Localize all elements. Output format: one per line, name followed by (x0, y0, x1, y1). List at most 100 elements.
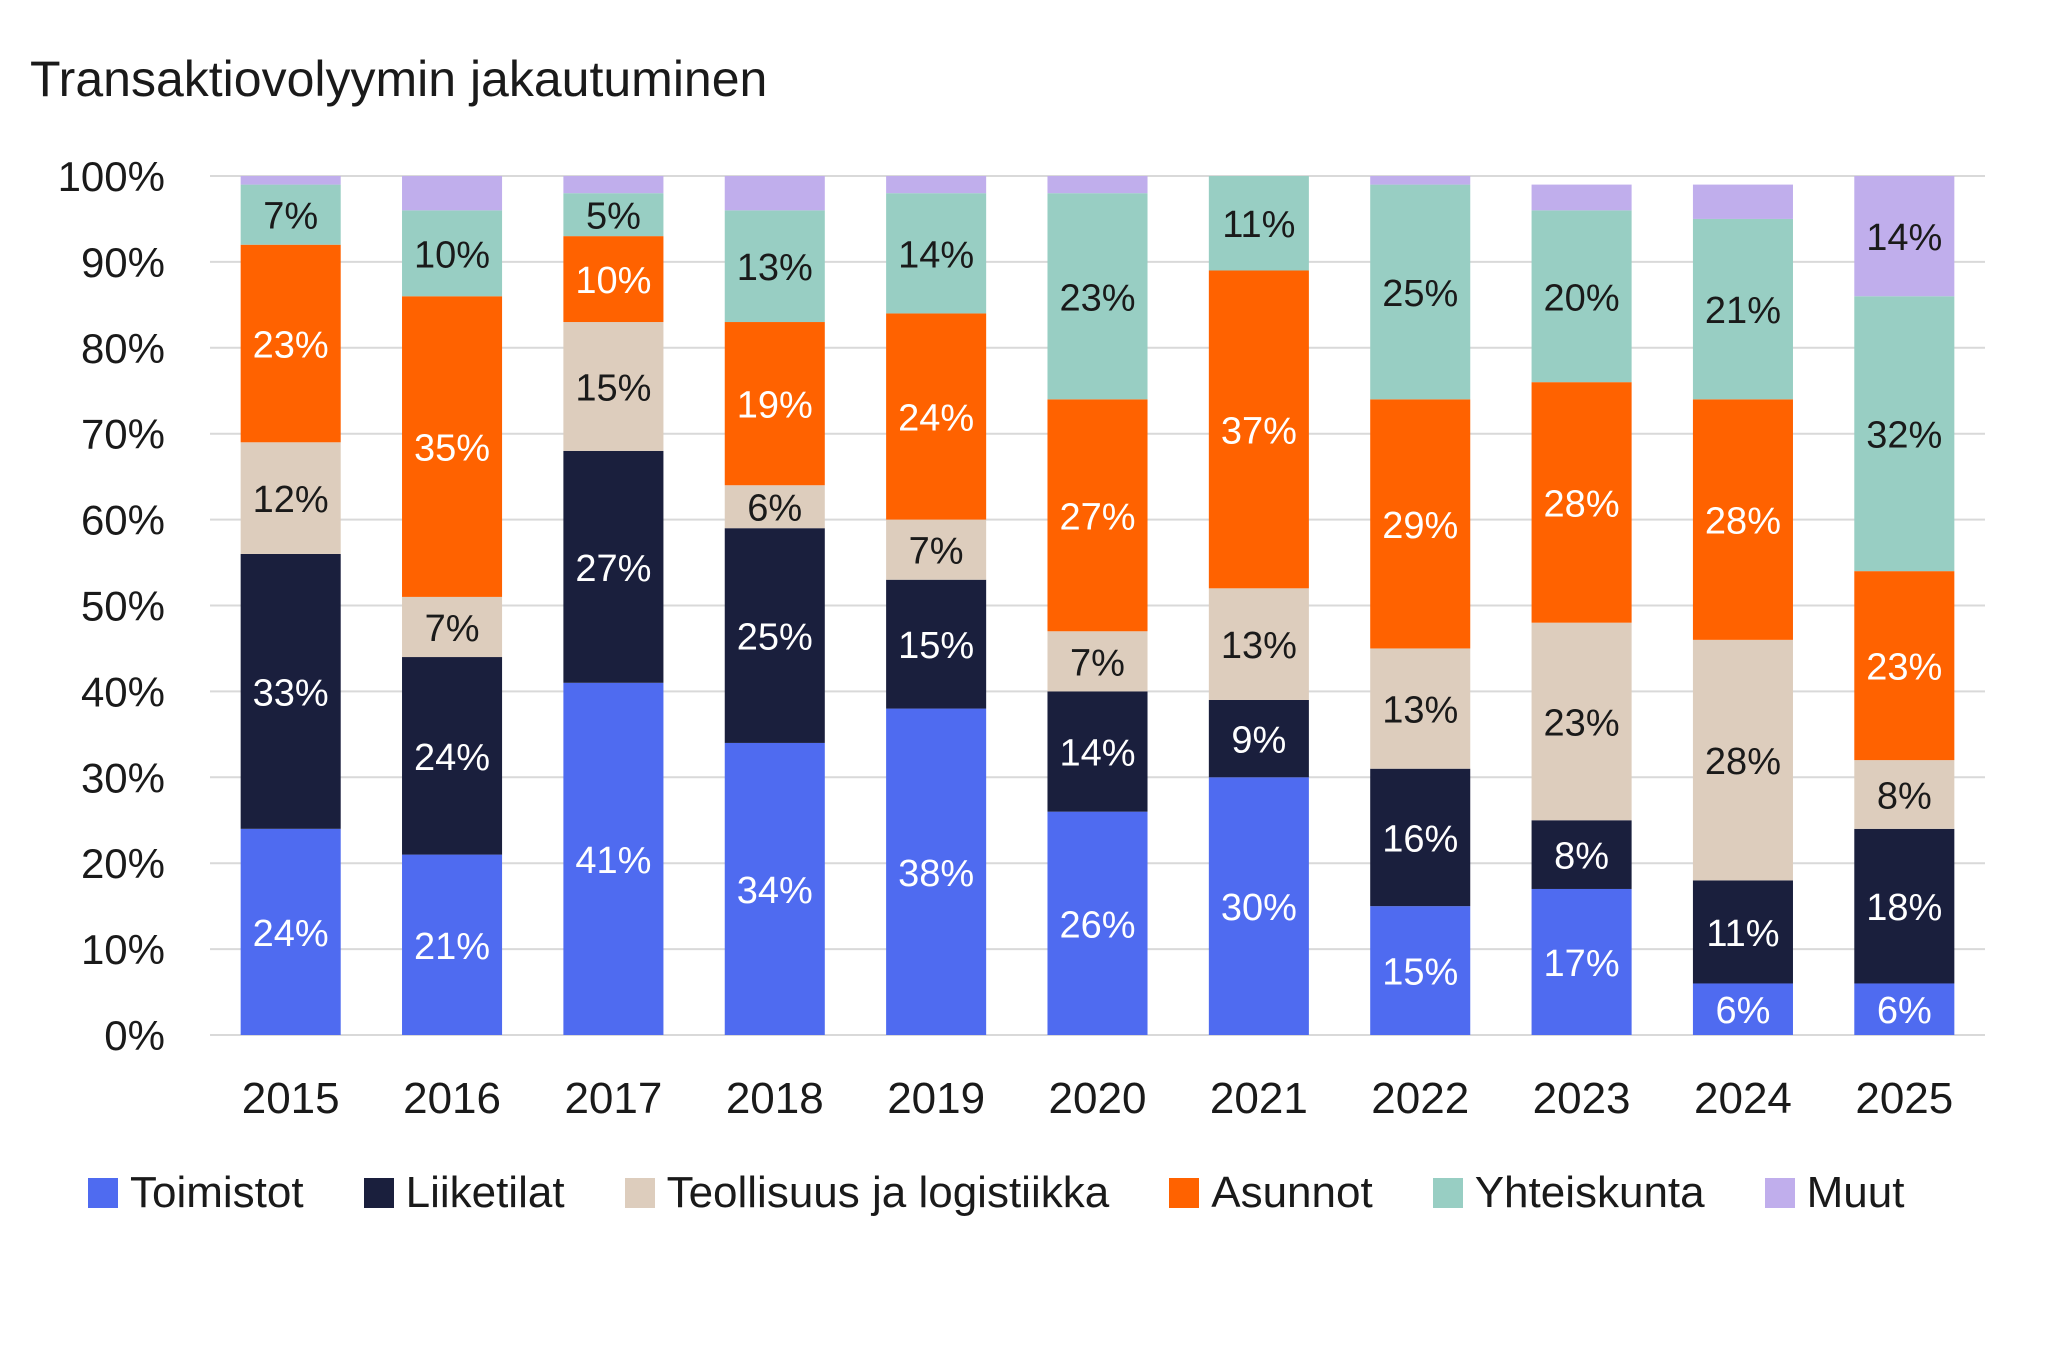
x-tick-label: 2017 (564, 1074, 662, 1123)
bar-2017-yhteiskunta (563, 193, 664, 237)
data-label: 23% (1544, 702, 1620, 744)
bar-2019-yhteiskunta (886, 193, 987, 314)
legend-label: Liiketilat (405, 1168, 565, 1217)
x-tick-label: 2020 (1049, 1074, 1147, 1123)
bar-2016-asunnot (402, 296, 503, 597)
legend-swatch (1169, 1178, 1200, 1208)
data-label: 9% (1231, 720, 1286, 762)
data-label: 24% (253, 913, 329, 955)
data-label: 15% (575, 367, 651, 409)
bar-2024-teollisuus-ja-logistiikka (1692, 639, 1793, 881)
bar-2025-yhteiskunta (1854, 296, 1955, 572)
data-label: 7% (1070, 642, 1125, 684)
data-label: 15% (898, 625, 974, 667)
data-label: 8% (1554, 836, 1609, 878)
data-label: 10% (575, 260, 651, 302)
data-label: 14% (898, 234, 974, 276)
data-label: 25% (1382, 273, 1458, 315)
bar-2022-teollisuus-ja-logistiikka (1370, 648, 1471, 769)
bar-2018-liiketilat (724, 528, 825, 743)
data-label: 27% (1059, 496, 1135, 538)
bar-2025-toimistot (1854, 983, 1955, 1035)
bar-2023-liiketilat (1531, 820, 1632, 889)
bar-2018-muut (724, 176, 825, 211)
x-axis-tick-labels: 2015 2016 2017 2018 2019 2020 2021 2022 2023 2024… (242, 1074, 1954, 1123)
bar-2024-asunnot (1692, 399, 1793, 640)
x-tick-label: 2022 (1371, 1074, 1469, 1123)
legend: Toimistot Liiketilat Teollisuus ja logisti… (88, 1168, 1904, 1218)
data-label: 29% (1382, 505, 1458, 547)
data-label: 5% (586, 196, 641, 238)
data-label: 6% (1877, 990, 1932, 1032)
y-tick-label: 10% (81, 926, 165, 973)
legend-item: Asunnot (1169, 1168, 1373, 1218)
data-labels: 24% 33% 12% 23% 7% 21% 24% 7% 35% 10% 41% 27% 15% 10%… (253, 196, 1943, 1033)
data-label: 17% (1544, 943, 1620, 985)
x-tick-label: 2018 (726, 1074, 824, 1123)
chart-title: Transaktiovolyymin jakautuminen (30, 51, 768, 107)
bar-2017-liiketilat (563, 450, 664, 683)
legend-swatch (88, 1178, 118, 1208)
bar-2024-liiketilat (1692, 880, 1793, 984)
bar-2021-teollisuus-ja-logistiikka (1208, 588, 1309, 700)
legend-swatch (624, 1178, 655, 1208)
y-tick-label: 20% (81, 840, 165, 887)
data-label: 11% (1706, 913, 1779, 955)
bar-2017-asunnot (563, 236, 664, 323)
bar-2015-muut (240, 176, 341, 185)
data-label: 27% (575, 548, 651, 590)
data-label: 7% (909, 531, 964, 573)
data-label: 16% (1382, 818, 1458, 860)
bar-2018-asunnot (724, 322, 825, 486)
bar-2015-teollisuus-ja-logistiikka (240, 442, 341, 554)
bar-2017-muut (563, 176, 664, 194)
y-axis-tick-labels: 0% 10% 20% 30% 40% 50% 60% 70% 80% 90% 100% (58, 153, 165, 1059)
bar-2021-toimistot (1208, 777, 1309, 1035)
bar-2022-yhteiskunta (1370, 184, 1471, 400)
y-tick-label: 100% (58, 153, 165, 200)
bars (240, 176, 1955, 1035)
data-label: 38% (898, 853, 974, 895)
bar-2018-teollisuus-ja-logistiikka (724, 485, 825, 529)
data-label: 10% (414, 234, 490, 276)
bar-2024-yhteiskunta (1692, 218, 1793, 400)
y-tick-label: 0% (104, 1012, 165, 1059)
bar-2016-teollisuus-ja-logistiikka (402, 596, 503, 658)
bar-2024-muut (1692, 184, 1793, 219)
legend-swatch (363, 1178, 394, 1208)
bar-2021-asunnot (1208, 270, 1309, 589)
data-label: 32% (1866, 415, 1942, 457)
data-label: 33% (253, 672, 329, 714)
bar-2017-toimistot (563, 682, 664, 1035)
y-tick-label: 60% (81, 497, 165, 544)
data-label: 26% (1059, 904, 1135, 946)
data-label: 24% (898, 398, 974, 440)
x-tick-label: 2023 (1533, 1074, 1631, 1123)
data-label: 12% (253, 479, 329, 521)
bar-2018-toimistot (724, 742, 825, 1035)
data-label: 28% (1705, 501, 1781, 543)
bar-2016-yhteiskunta (402, 210, 503, 297)
data-label: 6% (1715, 990, 1770, 1032)
bar-2015-yhteiskunta (240, 184, 341, 245)
y-tick-label: 50% (81, 583, 165, 630)
legend-item: Yhteiskunta (1432, 1168, 1705, 1218)
bar-2024-toimistot (1692, 983, 1793, 1035)
data-label: 11% (1222, 204, 1295, 246)
bar-2017-teollisuus-ja-logistiikka (563, 322, 664, 451)
legend-label: Yhteiskunta (1474, 1168, 1705, 1217)
data-label: 14% (1059, 733, 1135, 775)
x-tick-label: 2025 (1855, 1074, 1953, 1123)
data-label: 23% (1059, 277, 1135, 319)
data-label: 35% (414, 428, 490, 470)
data-label: 21% (1705, 290, 1781, 332)
bar-2019-toimistot (886, 708, 987, 1035)
data-label: 30% (1221, 887, 1297, 929)
data-label: 8% (1877, 775, 1932, 817)
bar-2023-muut (1531, 184, 1632, 211)
data-label: 18% (1866, 887, 1942, 929)
x-tick-label: 2015 (242, 1074, 340, 1123)
legend-label: Asunnot (1211, 1168, 1373, 1217)
data-label: 25% (737, 617, 813, 659)
bar-2015-liiketilat (240, 553, 341, 829)
